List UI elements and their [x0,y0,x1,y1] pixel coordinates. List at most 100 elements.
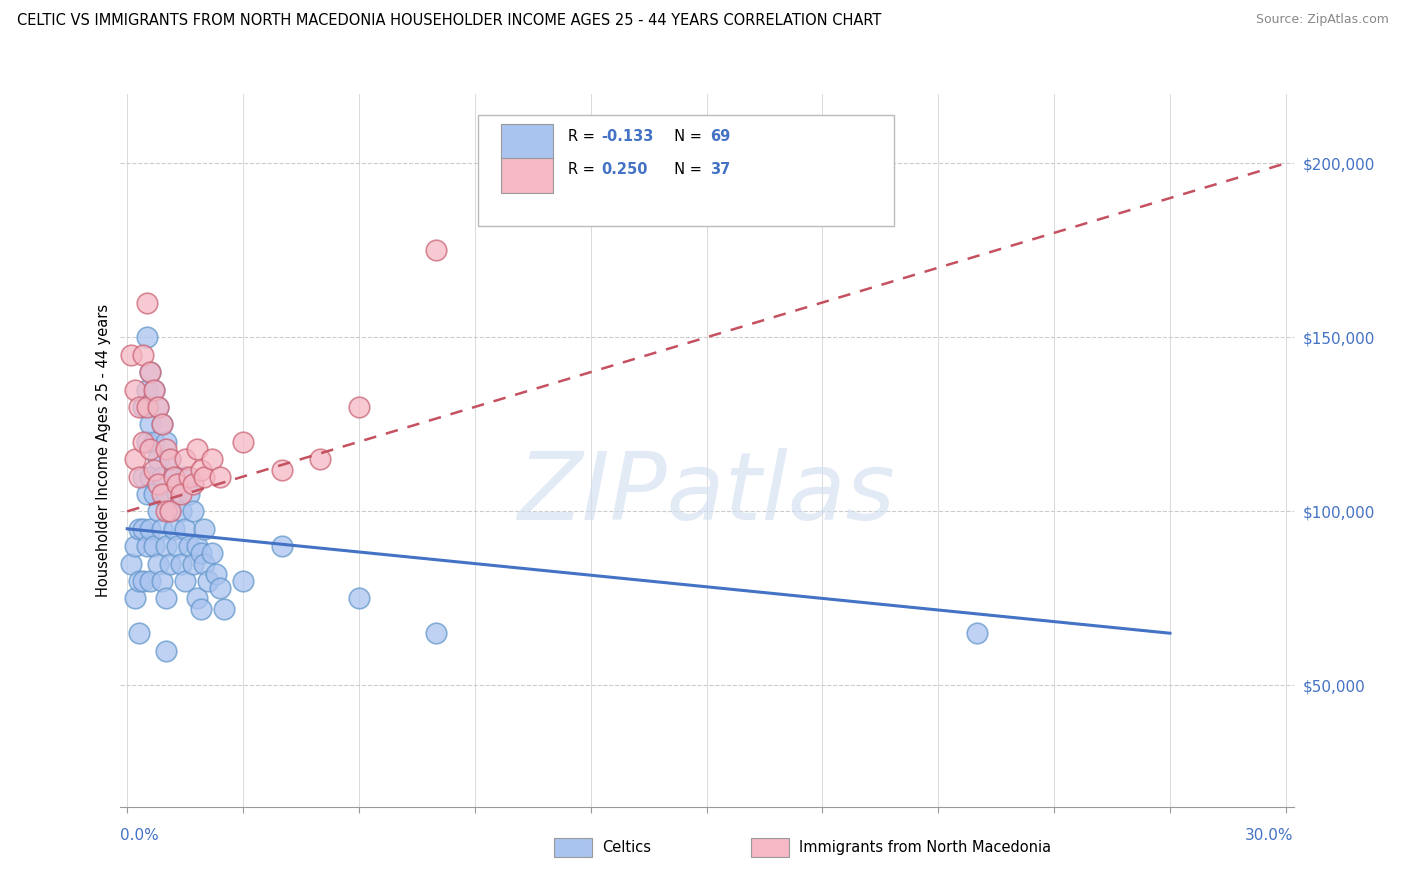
Point [159,452,181,467]
Point [162,469,184,483]
Point [966,626,988,640]
Point [139,469,162,483]
Point [146,557,169,571]
Point [190,602,212,616]
FancyBboxPatch shape [501,124,553,160]
Text: N =: N = [665,162,707,178]
Point [201,546,224,560]
Point [181,557,204,571]
Point [155,504,177,518]
Text: N =: N = [665,128,707,144]
Point [159,504,181,518]
Y-axis label: Householder Income Ages 25 - 44 years: Householder Income Ages 25 - 44 years [96,304,111,597]
Point [146,452,169,467]
Point [155,643,177,657]
Point [131,469,153,483]
Point [166,487,188,501]
Point [139,574,162,588]
Point [193,557,215,571]
FancyBboxPatch shape [478,115,894,226]
Point [143,434,166,449]
Text: 69: 69 [710,128,730,144]
Point [135,400,157,414]
Point [347,400,370,414]
Point [128,400,150,414]
Point [155,487,177,501]
Point [143,539,166,553]
Point [143,487,166,501]
Point [146,400,169,414]
Point [162,469,184,483]
Text: 0.250: 0.250 [600,162,647,178]
Point [159,557,181,571]
Point [146,400,169,414]
Point [124,452,146,467]
Point [155,442,177,456]
Text: 30.0%: 30.0% [1246,828,1294,843]
Point [124,383,146,397]
Point [166,476,188,491]
Point [174,469,197,483]
Point [425,626,447,640]
Point [155,591,177,606]
Text: -0.133: -0.133 [600,128,654,144]
Point [143,383,166,397]
Point [193,469,215,483]
Point [150,574,173,588]
Point [347,591,370,606]
Point [174,522,197,536]
Point [120,557,142,571]
Point [186,442,208,456]
Point [186,539,208,553]
Point [159,452,181,467]
Point [190,546,212,560]
Point [139,442,162,456]
Point [146,476,169,491]
Text: R =: R = [568,128,599,144]
Point [139,365,162,379]
Point [139,522,162,536]
Point [150,469,173,483]
Point [143,383,166,397]
Point [232,434,254,449]
Point [232,574,254,588]
Point [174,574,197,588]
Point [150,417,173,432]
Point [170,504,193,518]
Point [201,452,224,467]
Point [155,539,177,553]
Point [135,434,157,449]
Point [186,591,208,606]
Point [124,591,146,606]
Point [131,574,153,588]
Point [135,295,157,310]
Point [425,244,447,258]
Point [146,504,169,518]
Point [135,539,157,553]
Point [128,469,150,483]
Text: Immigrants from North Macedonia: Immigrants from North Macedonia [799,840,1050,855]
Point [131,522,153,536]
Point [208,581,231,595]
FancyBboxPatch shape [501,158,553,193]
Point [135,383,157,397]
Point [309,452,332,467]
Point [135,330,157,344]
Point [177,539,200,553]
Point [170,557,193,571]
Point [212,602,235,616]
Point [120,348,142,362]
Text: Celtics: Celtics [602,840,651,855]
Point [162,522,184,536]
Point [159,504,181,518]
Text: ZIPatlas: ZIPatlas [517,448,896,539]
Point [143,462,166,476]
Point [131,348,153,362]
Point [197,574,219,588]
Point [150,522,173,536]
Text: 37: 37 [710,162,730,178]
Point [128,626,150,640]
Point [155,434,177,449]
Point [270,539,292,553]
Point [177,487,200,501]
